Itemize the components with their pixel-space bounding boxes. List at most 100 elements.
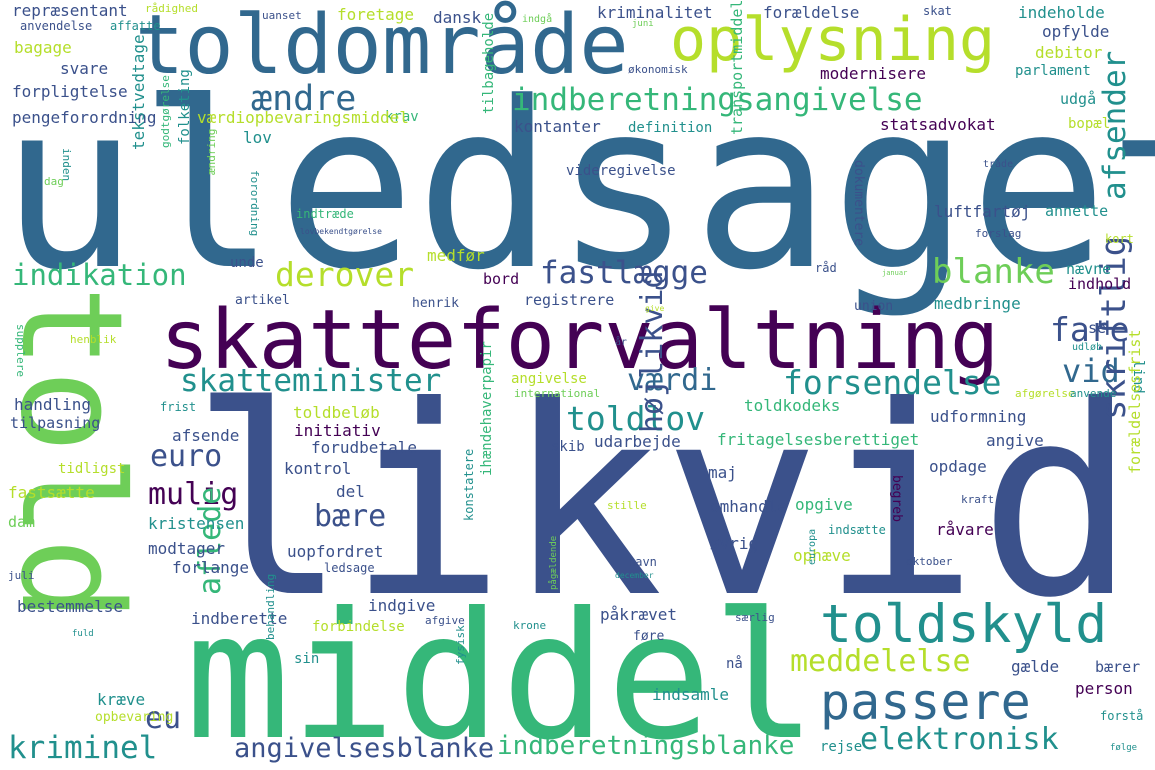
- word-toldkodeks: toldkodeks: [744, 396, 841, 415]
- word-indeholde: indeholde: [1018, 3, 1105, 22]
- word-kristensen: kristensen: [148, 514, 245, 533]
- word-konstatere: konstatere: [462, 448, 476, 521]
- word-vaerdi: værdi: [627, 363, 718, 398]
- word-kraft: kraft: [961, 493, 995, 506]
- word-afgoerelse: afgørelse: [1015, 387, 1075, 400]
- word-oplysning: oplysning: [670, 5, 996, 75]
- word-dag: dag: [44, 175, 64, 188]
- word-ledsage: ledsage: [324, 561, 375, 575]
- word-navn: navn: [628, 555, 657, 569]
- word-opdage: opdage: [929, 457, 987, 476]
- word-indikation: indikation: [12, 258, 187, 292]
- word-kontrol: kontrol: [284, 459, 352, 478]
- word-ophaeve: ophæve: [793, 546, 851, 565]
- word-raad: råd: [815, 261, 837, 275]
- word-tilbageholde: tilbageholde: [481, 12, 497, 114]
- word-december: december: [615, 571, 654, 580]
- word-fritagelsesberettiget: fritagelsesberettiget: [717, 430, 920, 449]
- word-begreb: begreb: [889, 475, 904, 522]
- word-baere: bære: [314, 499, 387, 534]
- word-euro: euro: [150, 439, 223, 474]
- word-indgive: indgive: [368, 596, 436, 615]
- word-statsadvokat: statsadvokat: [880, 115, 996, 134]
- word-hoejlikvid: højlikvid: [635, 270, 670, 433]
- word-videregivelse: videregivelse: [566, 163, 676, 179]
- word-repraesentant: repræsentant: [12, 1, 128, 20]
- word-indberetningsblanke: indberetningsblanke: [497, 731, 795, 761]
- word-bagage: bagage: [14, 38, 72, 57]
- word-person: person: [1075, 679, 1133, 698]
- word-affatte: affatte: [110, 19, 161, 33]
- word-opgive: opgive: [795, 495, 853, 514]
- word-omhandle: omhandle: [710, 497, 788, 516]
- word-mulig: mulig: [148, 477, 239, 512]
- word-passere: passere: [820, 673, 1031, 731]
- word-angive: angive: [986, 431, 1044, 450]
- word-aendring: ændring: [205, 128, 218, 175]
- word-maj: maj: [708, 463, 737, 482]
- word-middel: middel: [185, 576, 818, 770]
- word-juni: juni: [632, 19, 654, 29]
- word-unde: unde: [230, 255, 264, 271]
- word-uledsaget: uledsaget: [0, 54, 1155, 321]
- word-raavare: råvare: [936, 520, 994, 539]
- word-sin: sin: [294, 651, 320, 667]
- word-supplere: supplere: [14, 324, 27, 377]
- word-inden: inden: [60, 148, 73, 182]
- word-kort: kort: [1105, 232, 1134, 246]
- word-stille: stille: [607, 499, 647, 512]
- word-opbevaring: opbevaring: [95, 710, 174, 725]
- word-tilpasning: tilpasning: [10, 414, 101, 432]
- word-forudbetale: forudbetale: [311, 438, 417, 457]
- word-debitor: debitor: [1035, 43, 1103, 62]
- word-europa: europa: [807, 528, 818, 565]
- word-forsendelse: forsendelse: [783, 363, 1002, 402]
- word-aar: år: [615, 337, 628, 348]
- word-ihaendehaverpapir: ihændehaverpapir: [479, 341, 495, 476]
- word-frist: frist: [160, 400, 197, 414]
- word-godtgoerelse: godtgørelse: [159, 75, 172, 148]
- word-toldlov: toldlov: [566, 399, 706, 438]
- word-dam: dam: [8, 513, 36, 531]
- word-anvende: anvende: [1070, 387, 1117, 400]
- word-vaerdiopbevaringsmiddel: værdiopbevaringsmiddel: [197, 108, 409, 127]
- word-transportmiddel: transportmiddel: [728, 0, 746, 136]
- word-union: union: [854, 299, 894, 314]
- word-skib: skib: [551, 439, 585, 455]
- word-juli: juli: [8, 569, 35, 582]
- word-toldomraade: toldområde: [135, 0, 629, 93]
- word-raadighed: rådighed: [145, 2, 198, 15]
- word-angivelsesblanke: angivelsesblanke: [234, 733, 495, 764]
- word-forlange: forlange: [172, 558, 250, 577]
- word-lov: lov: [243, 128, 272, 147]
- word-foere: føre: [633, 629, 665, 644]
- word-naa: nå: [726, 656, 743, 672]
- word-fysisk: fysisk: [454, 625, 467, 665]
- word-dokumentere: dokumentere: [851, 160, 866, 247]
- word-kraeve: kræve: [97, 690, 146, 709]
- word-handling: handling: [14, 395, 92, 414]
- word-indtraede: indtræde: [296, 207, 354, 221]
- word-naevne: nævne: [1066, 260, 1112, 278]
- word-tidligst: tidligst: [58, 461, 126, 477]
- word-initiativ: initiativ: [294, 421, 381, 440]
- word-se: se: [1088, 319, 1107, 337]
- word-skatteminister: skatteminister: [180, 363, 442, 399]
- word-forpligtelse: forpligtelse: [12, 82, 128, 101]
- word-modtager: modtager: [148, 539, 226, 558]
- word-definition: definition: [628, 120, 713, 136]
- word-udgaa: udgå: [1060, 90, 1097, 108]
- word-registrere: registrere: [524, 291, 615, 309]
- word-gaelde: gælde: [1011, 657, 1060, 676]
- word-oevrig: øvrig: [710, 534, 759, 553]
- word-afgive: afgive: [425, 614, 465, 627]
- word-indsaette: indsætte: [828, 523, 886, 537]
- word-afsende: afsende: [172, 426, 240, 445]
- word-likvid: likvid: [190, 350, 1137, 655]
- word-indberetningsangivelse: indberetningsangivelse: [512, 82, 923, 118]
- word-udformning: udformning: [930, 407, 1027, 426]
- word-udarbejde: udarbejde: [594, 432, 681, 451]
- word-vid: vid: [1062, 352, 1120, 390]
- word-henrik: henrik: [412, 296, 459, 311]
- word-forslag: forslag: [975, 227, 1022, 240]
